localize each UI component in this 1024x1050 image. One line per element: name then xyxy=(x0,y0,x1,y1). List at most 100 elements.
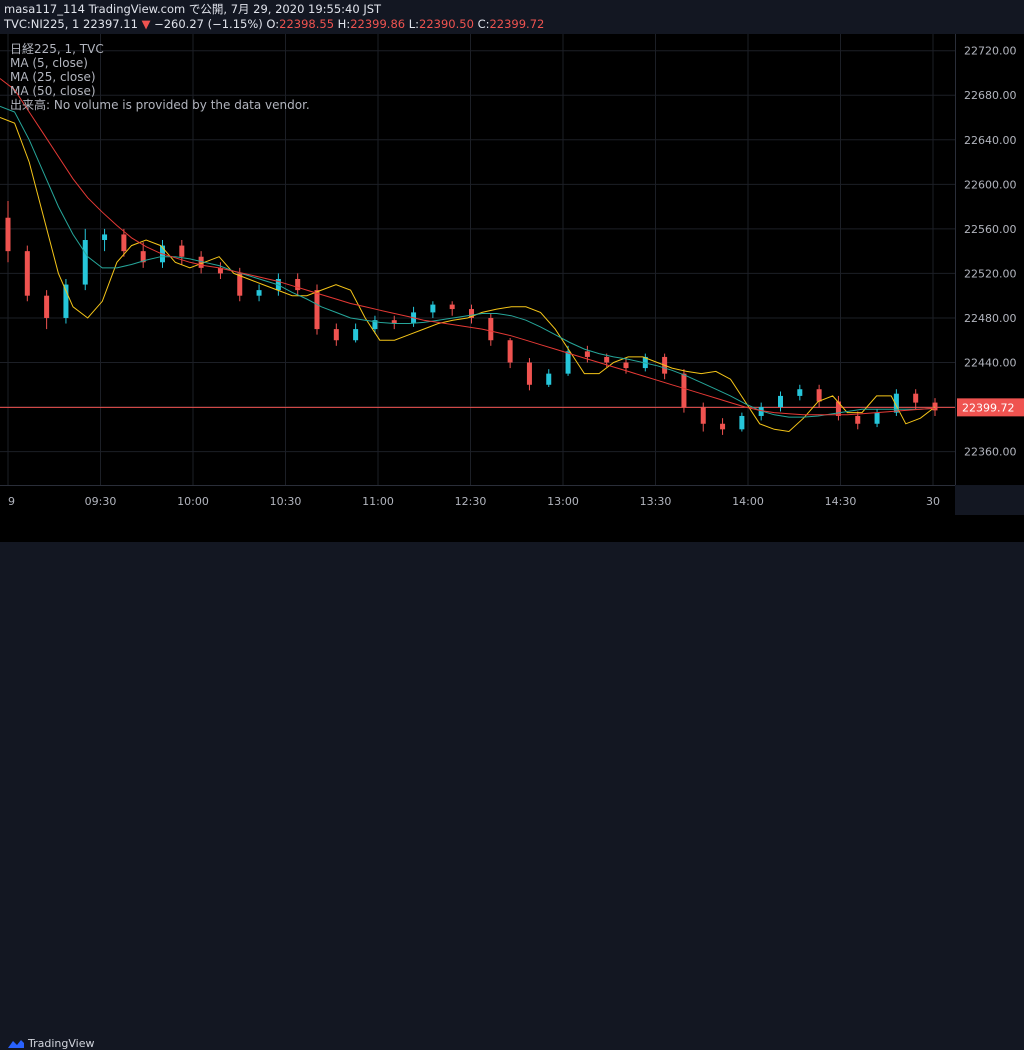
candle-body xyxy=(739,415,745,430)
ma25-line xyxy=(0,105,936,418)
candle-body xyxy=(391,320,397,324)
indicator-legend: 日経225, 1, TVC MA (5, close) MA (25, clos… xyxy=(10,42,310,112)
candle-body xyxy=(102,234,108,241)
candle-body xyxy=(5,217,11,252)
time-tick-label: 13:00 xyxy=(547,495,579,508)
time-tick-label: 9 xyxy=(8,495,15,508)
candle-body xyxy=(546,373,552,385)
candle-body xyxy=(758,407,764,416)
candle-body xyxy=(295,278,301,291)
candle-body xyxy=(24,251,30,296)
candle-body xyxy=(217,267,223,274)
candle-body xyxy=(449,304,455,310)
close-value: 22399.72 xyxy=(489,17,545,31)
candle-body xyxy=(874,412,880,424)
candle-body xyxy=(121,234,127,252)
candle-body xyxy=(913,393,919,403)
candle-body xyxy=(314,290,320,330)
candle-body xyxy=(430,304,436,313)
candle-body xyxy=(507,340,513,363)
legend-symbol[interactable]: 日経225, 1, TVC xyxy=(10,42,104,56)
tradingview-logo-icon xyxy=(8,1039,24,1048)
price-axis[interactable]: 22360.0022400.0022440.0022480.0022520.00… xyxy=(955,34,1024,485)
legend-volume[interactable]: 出来高: No volume is provided by the data v… xyxy=(10,98,310,112)
candle-body xyxy=(604,356,610,363)
legend-ma25[interactable]: MA (25, close) xyxy=(10,70,96,84)
time-tick-label: 14:00 xyxy=(732,495,764,508)
brand-name: TradingView xyxy=(28,1037,95,1050)
candle-body xyxy=(198,256,204,268)
time-tick-label: 12:30 xyxy=(455,495,487,508)
open-label: O: xyxy=(266,17,280,31)
candle-body xyxy=(237,273,243,296)
chart-svg[interactable] xyxy=(0,34,955,485)
time-tick-label: 10:00 xyxy=(177,495,209,508)
candle-body xyxy=(565,351,571,374)
candle-body xyxy=(797,389,803,396)
low-value: 22390.50 xyxy=(419,17,474,31)
price-axis-svg[interactable]: 22360.0022400.0022440.0022480.0022520.00… xyxy=(956,34,1024,485)
ma50-line xyxy=(0,78,936,416)
candle-body xyxy=(63,284,69,318)
close-label: C: xyxy=(477,17,490,31)
candle-body xyxy=(140,251,146,263)
time-axis[interactable]: 9 09:30 10:00 10:30 11:00 12:30 13:00 13:30 14:0… xyxy=(0,485,955,516)
ma5-line xyxy=(0,117,936,433)
last-price-tag xyxy=(957,398,1024,417)
price-tick-label: 22640.00 xyxy=(964,134,1017,147)
time-tick-label: 11:00 xyxy=(362,495,394,508)
time-axis-svg[interactable]: 9 09:30 10:00 10:30 11:00 12:30 13:00 13:30 14:0… xyxy=(0,486,955,516)
price-tick-label: 22520.00 xyxy=(964,267,1017,280)
legend-ma5[interactable]: MA (5, close) xyxy=(10,56,88,70)
candle-body xyxy=(720,423,726,430)
high-value: 22399.86 xyxy=(350,17,406,31)
open-value: 22398.55 xyxy=(279,17,335,31)
time-tick-label: 14:30 xyxy=(825,495,857,508)
price-change: −260.27 (−1.15%) xyxy=(154,17,263,31)
candle-body xyxy=(642,356,648,369)
candle-body xyxy=(256,290,262,296)
candle-body xyxy=(179,245,185,257)
price-tick-label: 22480.00 xyxy=(964,312,1017,325)
symbol-label: TVC:NI225, 1 xyxy=(4,17,80,31)
candle-body xyxy=(893,393,899,413)
candle-body xyxy=(82,240,88,285)
candle-body xyxy=(855,415,861,424)
candle-body xyxy=(816,389,822,402)
high-label: H: xyxy=(337,17,351,31)
price-tick-label: 22560.00 xyxy=(964,223,1017,236)
time-tick-label: 09:30 xyxy=(85,495,117,508)
candle-body xyxy=(584,351,590,357)
candle-body xyxy=(488,317,494,341)
price-tick-label: 22600.00 xyxy=(964,178,1017,191)
price-tick-label: 22680.00 xyxy=(964,89,1017,102)
tradingview-brand[interactable]: TradingView xyxy=(8,1037,94,1050)
chart-plot-area[interactable] xyxy=(0,34,955,485)
candle-body xyxy=(623,362,629,369)
low-label: L: xyxy=(408,17,420,31)
candle-body xyxy=(700,407,706,424)
candle-body xyxy=(333,329,339,341)
price-tick-label: 22360.00 xyxy=(964,446,1017,459)
chart-header: masa117_114 TradingView.com で公開, 7月 29, … xyxy=(0,0,1024,34)
candle-body xyxy=(44,295,50,318)
last-price: 22397.11 xyxy=(83,17,138,31)
candle-body xyxy=(932,402,938,411)
price-tick-label: 22720.00 xyxy=(964,45,1017,58)
candle-body xyxy=(469,309,474,318)
footer: TradingView xyxy=(0,515,1024,1050)
time-tick-label: 13:30 xyxy=(640,495,672,508)
candle-body xyxy=(681,373,687,408)
ohlc-row: TVC:NI225, 1 22397.11 ▼ −260.27 (−1.15%)… xyxy=(4,17,544,32)
publish-info: masa117_114 TradingView.com で公開, 7月 29, … xyxy=(4,2,382,16)
price-tick-label: 22440.00 xyxy=(964,357,1017,370)
candle-body xyxy=(778,395,783,408)
candle-body xyxy=(372,320,378,330)
legend-ma50[interactable]: MA (50, close) xyxy=(10,84,96,98)
candle-body xyxy=(526,362,532,385)
candle-body xyxy=(835,401,841,416)
last-price-tag-label: 22399.72 xyxy=(962,401,1015,414)
time-tick-label: 10:30 xyxy=(270,495,302,508)
down-arrow-icon: ▼ xyxy=(141,17,151,31)
candle-body xyxy=(353,329,359,341)
